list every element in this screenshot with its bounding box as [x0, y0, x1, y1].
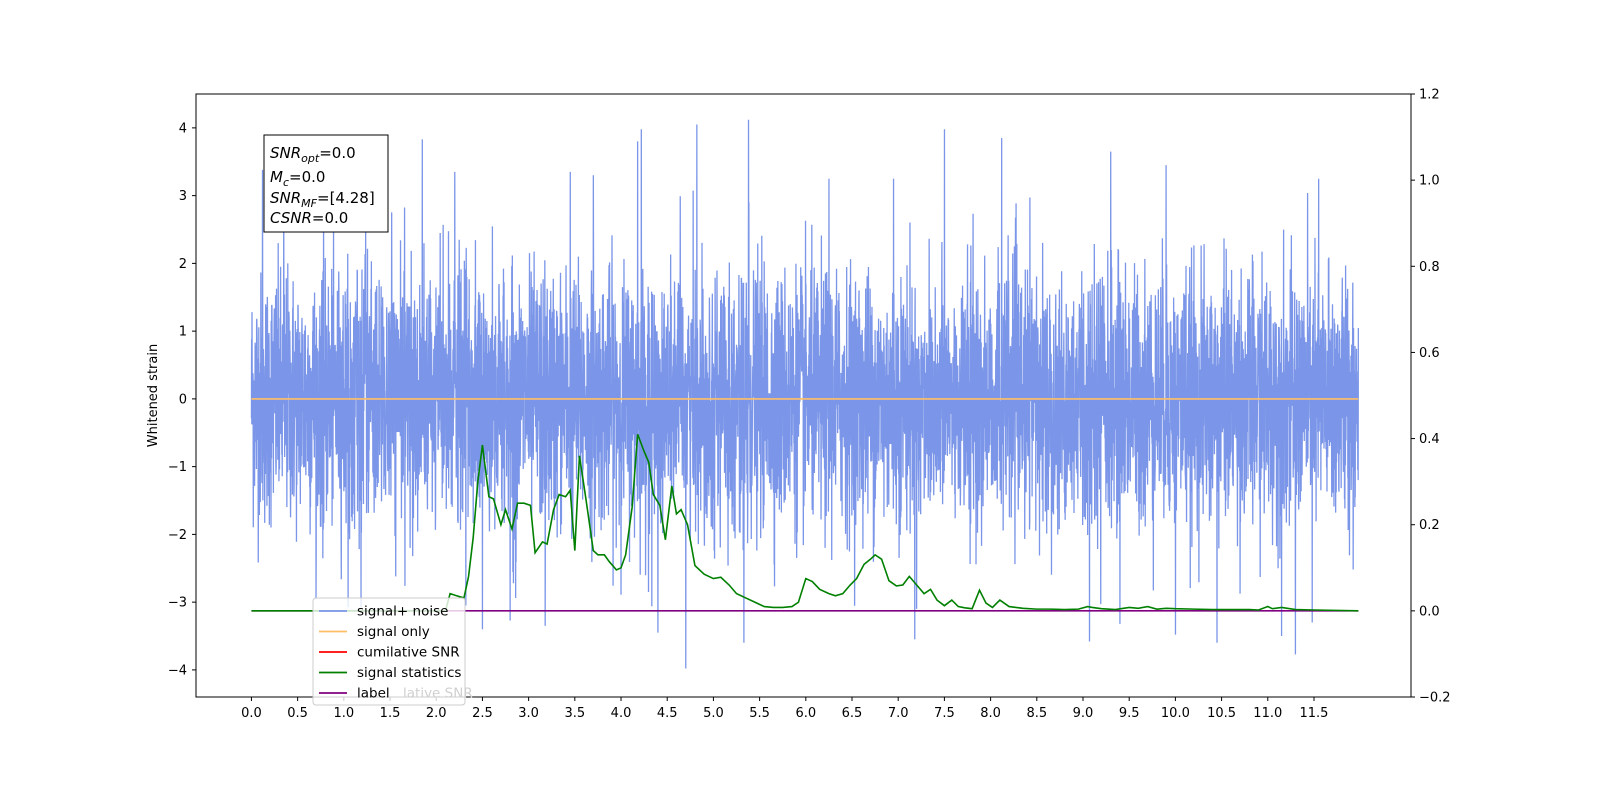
y2-tick-label: 0.8 — [1419, 260, 1440, 275]
y-tick-label: −2 — [168, 528, 187, 543]
y-tick-label: 0 — [179, 392, 187, 407]
y2-tick-label: 1.0 — [1419, 174, 1440, 189]
x-tick-label: 8.0 — [980, 706, 1001, 721]
x-tick-label: 10.0 — [1161, 706, 1190, 721]
x-tick-label: 2.5 — [472, 706, 493, 721]
info-mc: Mc=0.0 — [270, 168, 325, 189]
legend-label-cumulative-snr: cumilative SNR — [357, 645, 460, 661]
y2-tick-label: −0.2 — [1419, 691, 1451, 706]
plot-area — [250, 119, 1359, 669]
y2-tick-label: 0.0 — [1419, 604, 1440, 619]
x-tick-label: 11.0 — [1253, 706, 1282, 721]
x-tick-label: 4.0 — [611, 706, 632, 721]
x-axis: 0.0 0.5 1.0 1.5 2.0 2.5 3.0 3.5 4.0 4.5 5.0 5.5 6.0 6… — [241, 697, 1328, 721]
x-tick-label: 3.5 — [564, 706, 585, 721]
legend-label-signal-statistics: signal statistics — [357, 665, 461, 681]
x-tick-label: 10.5 — [1207, 706, 1236, 721]
x-tick-label: 6.0 — [795, 706, 816, 721]
x-tick-label: 2.0 — [426, 706, 447, 721]
y-tick-label: 4 — [179, 121, 187, 136]
y2-tick-label: 0.2 — [1419, 518, 1440, 533]
series-signal-statistics — [251, 433, 1359, 612]
legend-ghost-text: lative SNR — [403, 686, 473, 702]
legend-label-signal-only: signal only — [357, 624, 430, 640]
x-tick-label: 5.0 — [703, 706, 724, 721]
x-tick-label: 4.5 — [657, 706, 678, 721]
info-box-frame — [263, 134, 389, 233]
x-tick-label: 11.5 — [1300, 706, 1329, 721]
x-tick-label: 7.0 — [888, 706, 909, 721]
y-tick-label: −1 — [168, 460, 187, 475]
y-tick-label: 3 — [179, 189, 187, 204]
x-tick-label: 3.0 — [518, 706, 539, 721]
legend-frame — [312, 597, 466, 706]
info-csnr: CSNR=0.0 — [270, 209, 348, 227]
y-axis-left: −4 −3 −2 −1 0 1 2 3 4 — [168, 121, 196, 678]
x-tick-label: 8.5 — [1026, 706, 1047, 721]
x-tick-label: 0.5 — [287, 706, 308, 721]
y-tick-label: 2 — [179, 257, 187, 272]
x-tick-label: 1.5 — [380, 706, 401, 721]
y-axis-right: −0.2 0.0 0.2 0.4 0.6 0.8 1.0 1.2 — [1411, 88, 1451, 706]
info-snr-mf: SNRMF=[4.28] — [270, 189, 375, 210]
info-snr-opt: SNRopt=0.0 — [270, 144, 356, 165]
x-tick-label: 0.0 — [241, 706, 262, 721]
series-signal-noise — [250, 119, 1359, 669]
y2-tick-label: 0.4 — [1419, 432, 1440, 447]
legend-label-label: label — [357, 686, 390, 702]
y-tick-label: −4 — [168, 663, 187, 678]
x-tick-label: 5.5 — [749, 706, 770, 721]
x-tick-label: 1.0 — [333, 706, 354, 721]
y-tick-label: −3 — [168, 596, 187, 611]
x-tick-label: 9.0 — [1073, 706, 1094, 721]
legend-label-signal-noise: signal+ noise — [357, 604, 448, 620]
x-tick-label: 9.5 — [1119, 706, 1140, 721]
y2-tick-label: 0.6 — [1419, 346, 1440, 361]
y-axis-label: Whitened strain — [146, 344, 161, 447]
x-tick-label: 6.5 — [842, 706, 863, 721]
plot-frame — [195, 93, 1412, 698]
x-tick-label: 7.5 — [934, 706, 955, 721]
legend: signal+ noise signal only cumilative SNR si… — [312, 597, 473, 706]
y-tick-label: 1 — [179, 325, 187, 340]
y2-tick-label: 1.2 — [1419, 88, 1440, 103]
